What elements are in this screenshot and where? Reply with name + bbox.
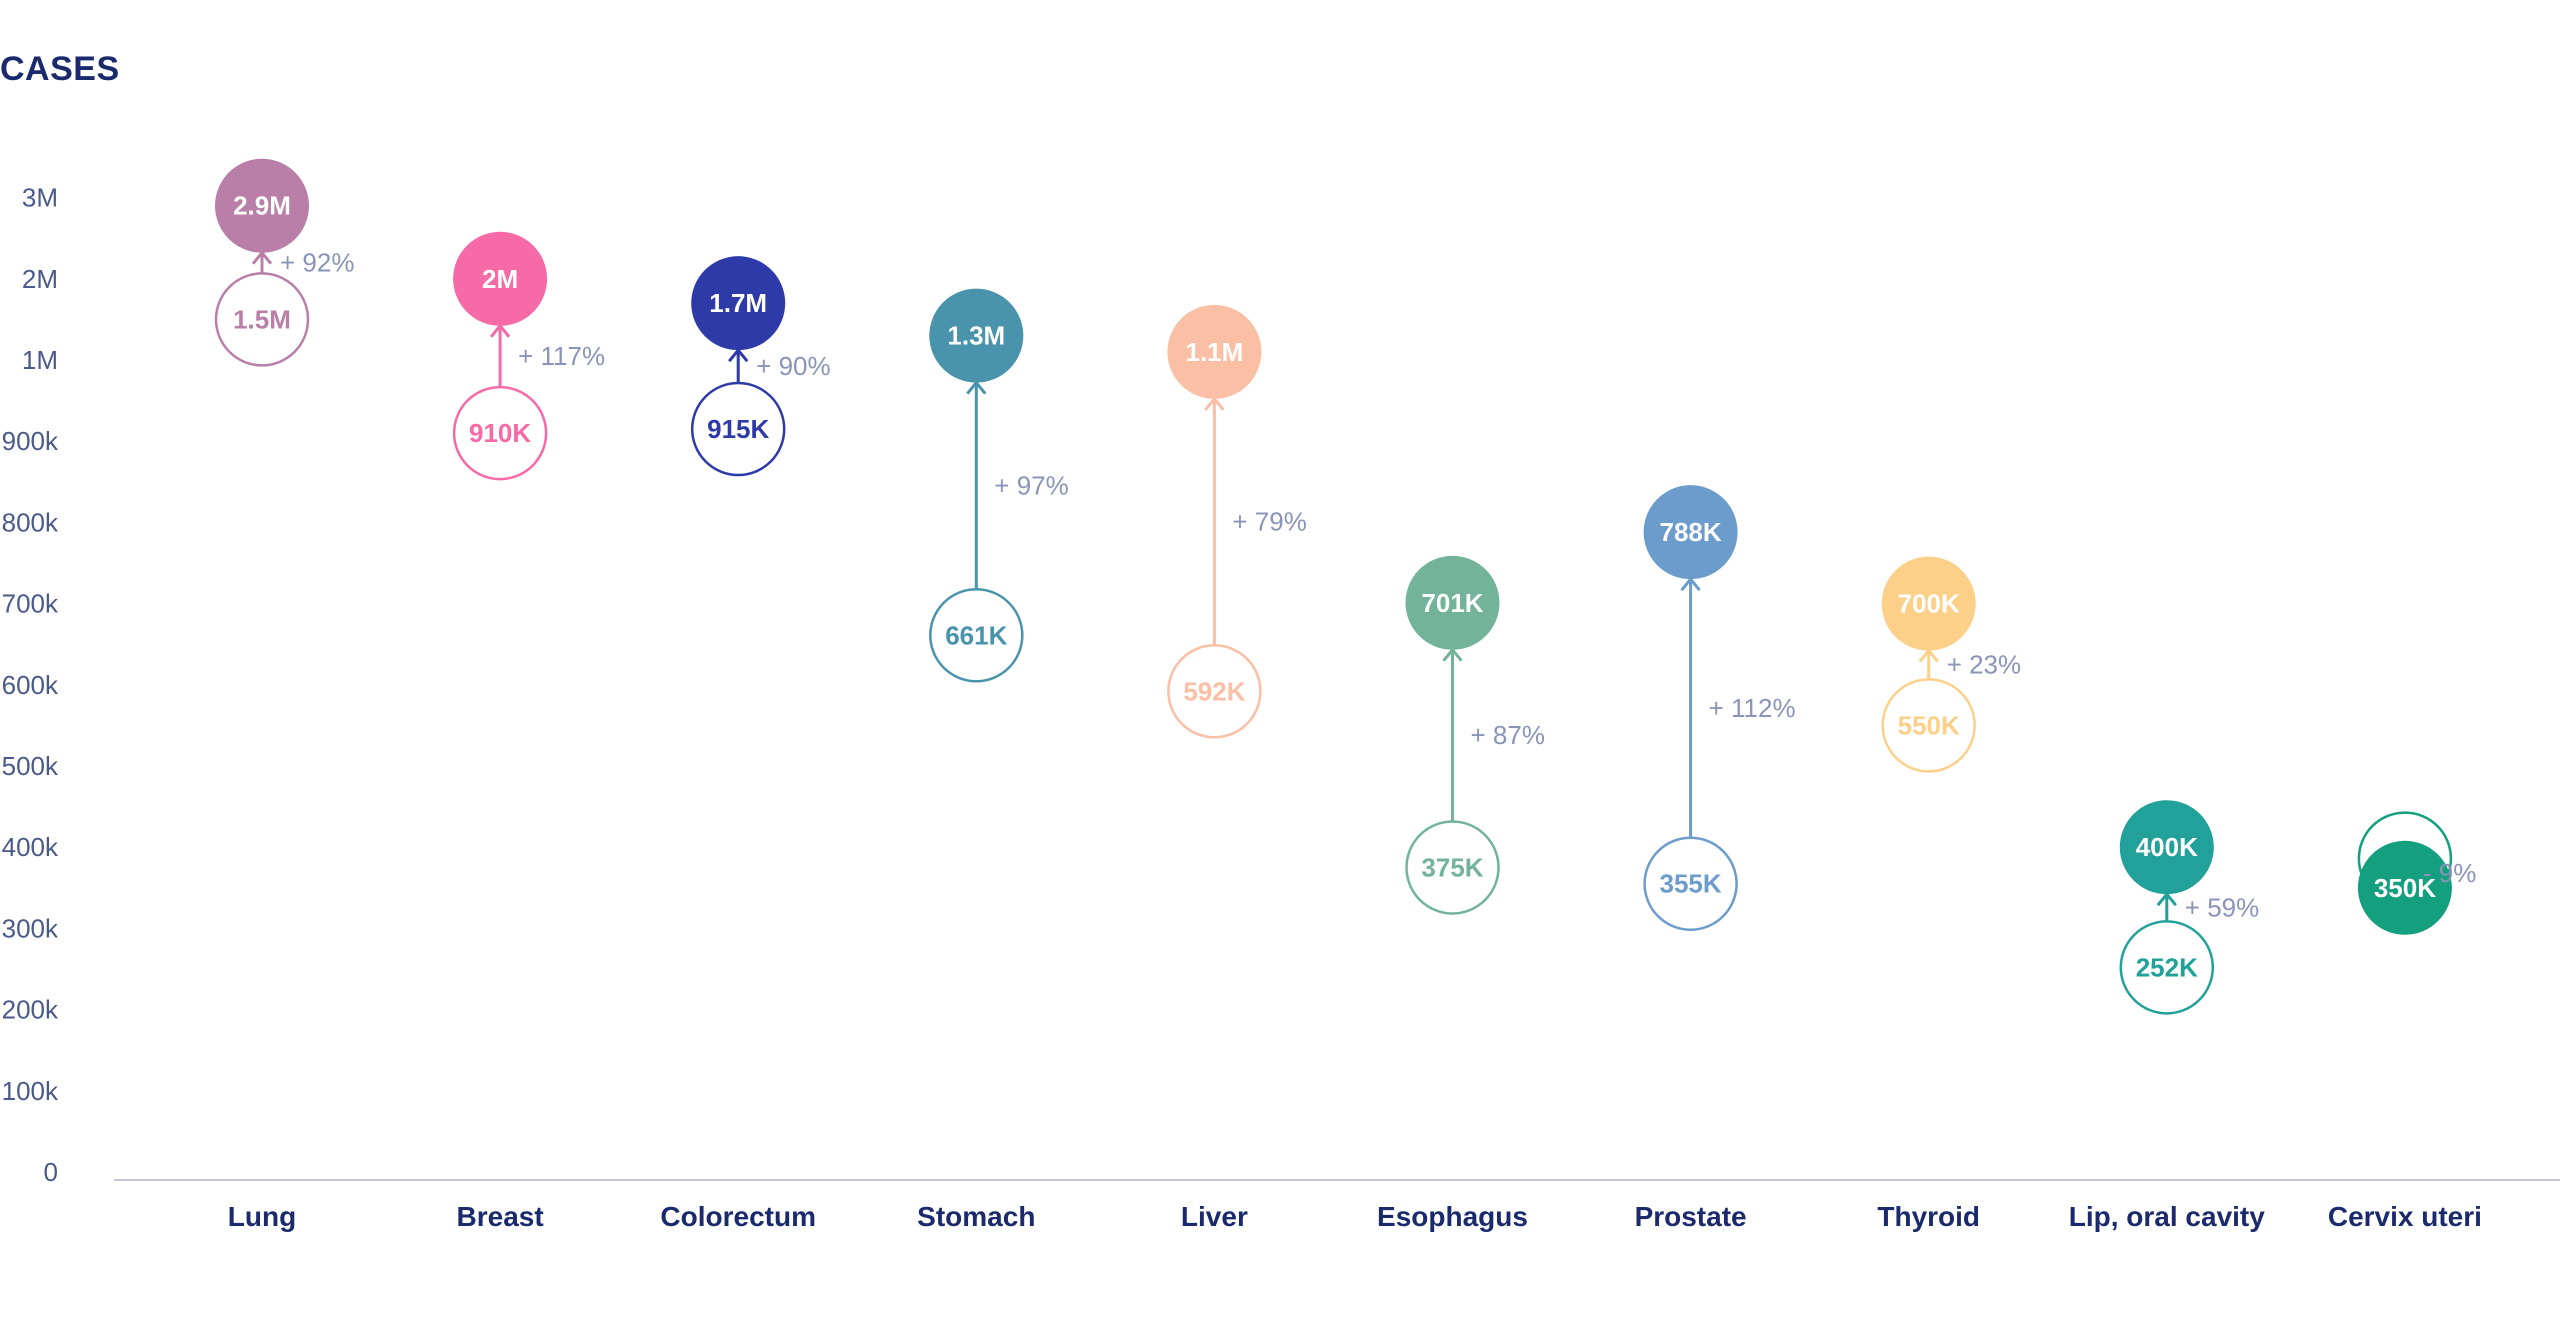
to-marker — [2119, 800, 2214, 895]
to-value-label: 400K — [2136, 832, 2198, 862]
y-tick-label: 200k — [2, 995, 59, 1025]
change-label: + 87% — [1471, 720, 1545, 750]
category-label: Breast — [457, 1201, 544, 1232]
to-value-label: 1.7M — [709, 288, 767, 318]
dumbbell-group: 252K 400K + 59% — [2119, 800, 2259, 1015]
y-axis: 0 100k 200k 300k 400k 500k 600k 700k 800k 900k 1M 2… — [2, 183, 59, 1187]
from-value-label: 592K — [1183, 676, 1245, 706]
y-tick-label: 3M — [22, 183, 58, 213]
from-marker — [690, 381, 786, 477]
x-axis: Lung Breast Colorectum Stomach Liver Esophagu… — [228, 1201, 2482, 1232]
category-label: Colorectum — [660, 1201, 816, 1232]
dumbbell-group: 386k350K- 9% — [2357, 811, 2476, 935]
y-tick-label: 1M — [22, 345, 58, 375]
from-value-label: 355K — [1660, 869, 1722, 899]
dumbbell-group: 355K 788K + 112% — [1643, 485, 1796, 931]
series: 1.5M 2.9M + 92% 910K 2M + 117% 915K 1.7M + 90% 66… — [214, 158, 2476, 1015]
change-label: + 59% — [2185, 892, 2259, 922]
to-marker — [691, 256, 786, 351]
to-marker — [1167, 304, 1262, 399]
from-marker — [1167, 644, 1262, 739]
to-value-label: 2M — [482, 264, 518, 294]
to-value-label: 700K — [1898, 589, 1960, 619]
change-label: + 79% — [1232, 507, 1306, 537]
to-value-label: 350K — [2374, 873, 2436, 903]
from-marker — [1643, 836, 1738, 931]
change-label: + 117% — [518, 341, 605, 371]
dumbbell-group: 915K 1.7M + 90% — [690, 256, 831, 477]
y-tick-label: 300k — [2, 913, 59, 943]
to-marker — [1643, 485, 1738, 580]
from-marker — [214, 272, 310, 367]
category-label: Cervix uteri — [2328, 1201, 2482, 1232]
category-label: Lip, oral cavity — [2069, 1201, 2265, 1232]
from-value-label: 1.5M — [233, 304, 291, 334]
from-value-label: 252K — [2136, 952, 2198, 982]
category-label: Thyroid — [1877, 1201, 1980, 1232]
to-value-label: 788K — [1660, 517, 1722, 547]
to-marker — [1405, 555, 1500, 650]
to-marker — [215, 158, 309, 253]
category-label: Esophagus — [1377, 1201, 1528, 1232]
from-marker — [929, 588, 1024, 683]
y-tick-label: 900k — [2, 426, 59, 456]
category-label: Liver — [1181, 1201, 1248, 1232]
to-value-label: 1.1M — [1185, 337, 1243, 367]
dumbbell-group: 910K 2M + 117% — [452, 231, 605, 481]
to-marker — [453, 231, 548, 326]
from-value-label: 661K — [945, 620, 1007, 650]
from-marker — [1405, 820, 1500, 915]
dumbbell-group: 1.5M 2.9M + 92% — [214, 158, 354, 367]
to-marker — [929, 288, 1024, 383]
category-label: Stomach — [917, 1201, 1035, 1232]
y-tick-label: 500k — [2, 751, 59, 781]
y-tick-label: 100k — [2, 1076, 59, 1106]
dumbbell-group: 375K 701K + 87% — [1405, 555, 1545, 915]
y-tick-label: 0 — [44, 1157, 58, 1187]
to-value-label: 2.9M — [233, 191, 291, 221]
from-marker — [1881, 678, 1976, 773]
change-label: + 97% — [994, 470, 1068, 500]
y-tick-label: 700k — [2, 589, 59, 619]
dumbbell-group: 592K 1.1M + 79% — [1167, 304, 1307, 739]
change-label: - 9% — [2423, 858, 2476, 888]
from-value-label: 550K — [1898, 710, 1960, 740]
y-tick-label: 2M — [22, 264, 58, 294]
from-marker — [2119, 920, 2215, 1015]
y-tick-label: 400k — [2, 832, 59, 862]
to-marker — [1881, 556, 1976, 651]
change-label: + 112% — [1709, 693, 1796, 723]
change-label: + 23% — [1947, 650, 2021, 680]
from-marker — [452, 385, 548, 481]
dumbbell-group: 550K 700K + 23% — [1881, 556, 2021, 773]
category-label: Prostate — [1635, 1201, 1747, 1232]
dumbbell-group: 661K 1.3M + 97% — [929, 288, 1069, 683]
from-value-label: 910K — [469, 418, 531, 448]
to-marker — [2357, 840, 2452, 935]
y-tick-label: 800k — [2, 507, 59, 537]
to-value-label: 701K — [1421, 588, 1483, 618]
chart-title: CASES — [0, 50, 120, 88]
from-value-label: 915K — [707, 414, 769, 444]
to-value-label: 1.3M — [947, 321, 1005, 351]
change-label: + 92% — [280, 248, 354, 278]
category-label: Lung — [228, 1201, 296, 1232]
y-tick-label: 600k — [2, 670, 59, 700]
arrow-head — [489, 323, 511, 338]
from-value-label: 375K — [1421, 853, 1483, 883]
change-label: + 90% — [756, 351, 830, 381]
